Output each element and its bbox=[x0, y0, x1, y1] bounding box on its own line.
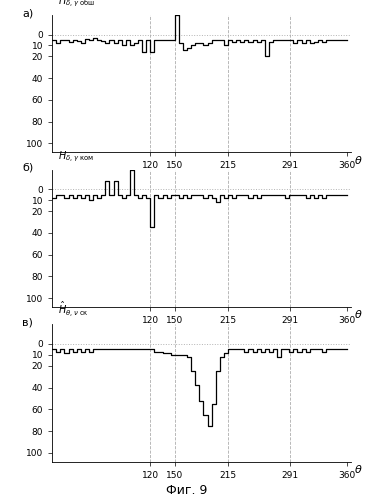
Text: а): а) bbox=[22, 8, 34, 18]
Text: $H_{\delta,\gamma\ \rm{ком}}$: $H_{\delta,\gamma\ \rm{ком}}$ bbox=[58, 150, 94, 164]
Text: Фиг. 9: Фиг. 9 bbox=[166, 484, 207, 497]
Text: $\theta$: $\theta$ bbox=[354, 308, 362, 320]
Text: $\hat{H}_{\theta,\nu\ \rm{ск}}$: $\hat{H}_{\theta,\nu\ \rm{ск}}$ bbox=[58, 299, 89, 319]
Text: в): в) bbox=[22, 317, 33, 327]
Text: б): б) bbox=[22, 163, 34, 173]
Text: $\theta$: $\theta$ bbox=[354, 154, 362, 166]
Text: $\theta$: $\theta$ bbox=[354, 463, 362, 475]
Text: $H_{\delta,\gamma\ \rm{обш}}$: $H_{\delta,\gamma\ \rm{обш}}$ bbox=[58, 0, 95, 9]
